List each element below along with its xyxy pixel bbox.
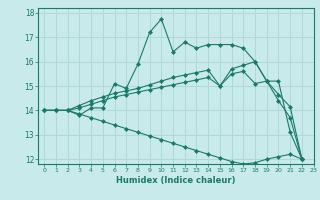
- X-axis label: Humidex (Indice chaleur): Humidex (Indice chaleur): [116, 176, 236, 185]
